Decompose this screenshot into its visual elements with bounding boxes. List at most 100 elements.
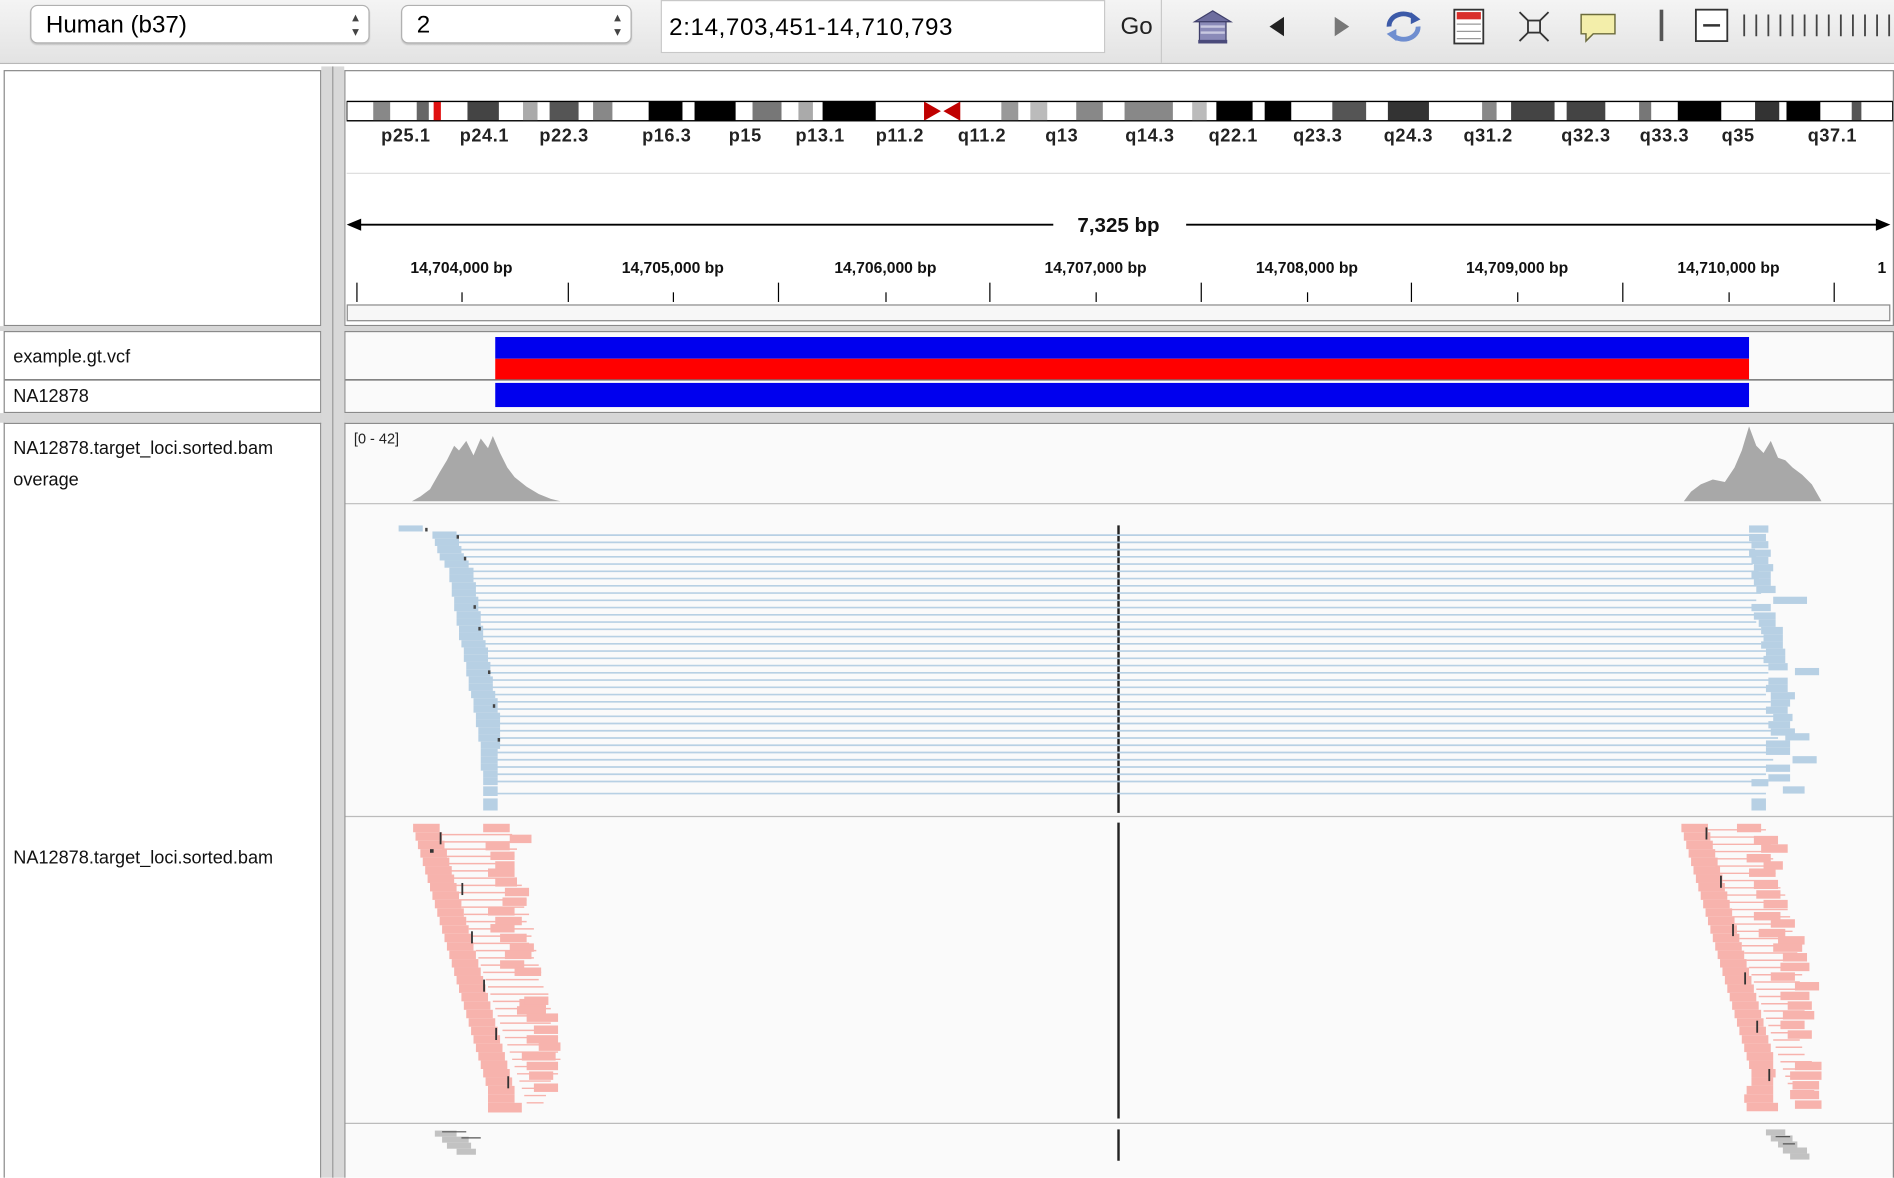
band-label: q13	[1045, 125, 1079, 147]
ruler-tick	[461, 292, 463, 302]
cytobands	[373, 101, 1862, 121]
ruler-tick-label: 14,707,000 bp	[1044, 258, 1147, 277]
vcf-track-label[interactable]: example.gt.vcf	[13, 346, 131, 368]
alignment-name-panel: NA12878.target_loci.sorted.bam overage N…	[3, 422, 322, 1178]
ruler-tick-label: 1	[1877, 258, 1887, 277]
ruler-tick	[567, 282, 569, 302]
vcf-data-panel	[344, 330, 1894, 414]
ruler-tick-label: 14,709,000 bp	[1466, 258, 1569, 277]
ruler-tick	[1306, 292, 1309, 302]
vcf-name-panel: example.gt.vcf NA12878	[3, 330, 322, 414]
ruler-tick	[1622, 282, 1624, 302]
locus-input[interactable]: 2:14,703,451-14,710,793	[660, 0, 1106, 54]
ruler-tick-label: 14,705,000 bp	[621, 258, 724, 277]
band-label: q31.2	[1463, 125, 1513, 147]
name-panel-splitter[interactable]	[321, 66, 345, 1178]
ruler-tick-label: 14,706,000 bp	[834, 258, 937, 277]
toolbar-separator	[1659, 9, 1664, 42]
band-label: q24.3	[1383, 125, 1434, 147]
track-separator	[4, 379, 321, 381]
band-label: q11.2	[957, 125, 1007, 147]
popup-text-icon[interactable]	[1576, 5, 1619, 48]
band-label: p13.1	[795, 125, 845, 147]
blue-reads	[398, 525, 1820, 811]
variant-bar[interactable]	[495, 337, 1750, 359]
back-icon[interactable]	[1256, 5, 1299, 48]
zoom-out-icon[interactable]	[1693, 7, 1729, 43]
resize-icon[interactable]	[1512, 5, 1555, 48]
alignment-data-panel: [0 - 42]	[344, 422, 1894, 1178]
ruler-tick	[989, 282, 991, 302]
chromosome-dropdown[interactable]: 2 ▴ ▾	[401, 4, 632, 44]
forward-icon[interactable]	[1319, 5, 1362, 48]
sample-track-label[interactable]: NA12878	[13, 386, 89, 408]
band-label: q22.1	[1208, 125, 1258, 147]
band-label: p11.2	[875, 125, 925, 147]
coverage-track-label[interactable]: NA12878.target_loci.sorted.bam	[13, 438, 274, 460]
coverage-range: [0 - 42]	[353, 430, 400, 447]
band-label: p15	[728, 125, 762, 147]
coverage-histogram-left	[411, 436, 561, 502]
ruler-tick	[1833, 282, 1835, 302]
ruler-tick-label: 14,710,000 bp	[1677, 258, 1780, 277]
alignment-track-label[interactable]: NA12878.target_loci.sorted.bam	[13, 847, 274, 869]
go-button[interactable]: Go	[1120, 13, 1153, 40]
chromosome-ideogram[interactable]	[346, 98, 1893, 125]
band-label: p22.3	[539, 125, 589, 147]
genome-dropdown[interactable]: Human (b37) ▴ ▾	[30, 4, 370, 44]
band-label: q14.3	[1125, 125, 1175, 147]
updown-arrow-icon: ▴ ▾	[352, 10, 359, 40]
refresh-icon[interactable]	[1382, 5, 1425, 48]
variant-allele-freq-bar[interactable]	[495, 358, 1750, 380]
band-label: q33.3	[1639, 125, 1690, 147]
ruler-tick	[1410, 282, 1413, 302]
ruler-tick-label: 14,704,000 bp	[410, 258, 513, 277]
pink-reads	[413, 823, 1822, 1113]
ruler[interactable]	[346, 172, 1891, 324]
band-label: p24.1	[459, 125, 510, 147]
chromosome-dropdown-value: 2	[416, 12, 431, 39]
roi-icon[interactable]	[1447, 5, 1490, 48]
ruler-tick	[1095, 292, 1097, 302]
ruler-tick	[1200, 282, 1202, 302]
ruler-tick	[356, 282, 358, 302]
band-label: p16.3	[642, 125, 692, 147]
coverage-track-label-tail: overage	[13, 469, 79, 491]
band-label: p25.1	[381, 125, 431, 147]
gray-read-markers	[442, 1131, 1795, 1145]
pink-read-markers	[430, 827, 1771, 1089]
track-separator	[345, 379, 1893, 381]
genome-dropdown-value: Human (b37)	[45, 12, 187, 39]
span-arrow	[346, 218, 1891, 231]
ruler-tick	[672, 292, 675, 302]
band-label: q35	[1721, 125, 1755, 147]
toolbar-separator	[1160, 0, 1162, 63]
updown-arrow-icon: ▴ ▾	[614, 10, 621, 40]
zoom-slider[interactable]	[1742, 12, 1894, 39]
home-icon[interactable]	[1191, 5, 1234, 48]
band-label: q23.3	[1293, 125, 1343, 147]
blue-read-markers	[425, 527, 501, 742]
panel-splitter[interactable]	[0, 326, 1894, 331]
alignment-view[interactable]	[345, 424, 1894, 1178]
centromere-left	[924, 101, 941, 121]
band-label: q37.1	[1807, 125, 1858, 147]
coverage-histogram-right	[1683, 426, 1822, 502]
ruler-tick	[885, 292, 887, 302]
region-bar[interactable]	[346, 304, 1891, 322]
centromere-right	[943, 101, 961, 121]
ruler-tick	[777, 282, 780, 302]
panel-splitter[interactable]	[0, 413, 1894, 423]
header-name-panel	[3, 70, 322, 327]
gray-reads	[434, 1129, 1810, 1160]
genotype-call[interactable]	[495, 382, 1750, 408]
ruler-tick	[1517, 292, 1519, 302]
pink-read-pairs	[437, 829, 1815, 1104]
ruler-tick	[1728, 292, 1730, 302]
header-data-panel: p25.1 p24.1 p22.3 p16.3 p15 p13.1 p11.2 …	[344, 70, 1894, 327]
band-label: q32.3	[1561, 125, 1611, 147]
blue-read-pairs	[454, 534, 1779, 795]
ruler-tick-label: 14,708,000 bp	[1255, 258, 1359, 277]
span-label: 7,325 bp	[1077, 213, 1160, 237]
toolbar: Human (b37) ▴ ▾ 2 ▴ ▾ 2:14,703,451-14,710,…	[0, 0, 1894, 65]
